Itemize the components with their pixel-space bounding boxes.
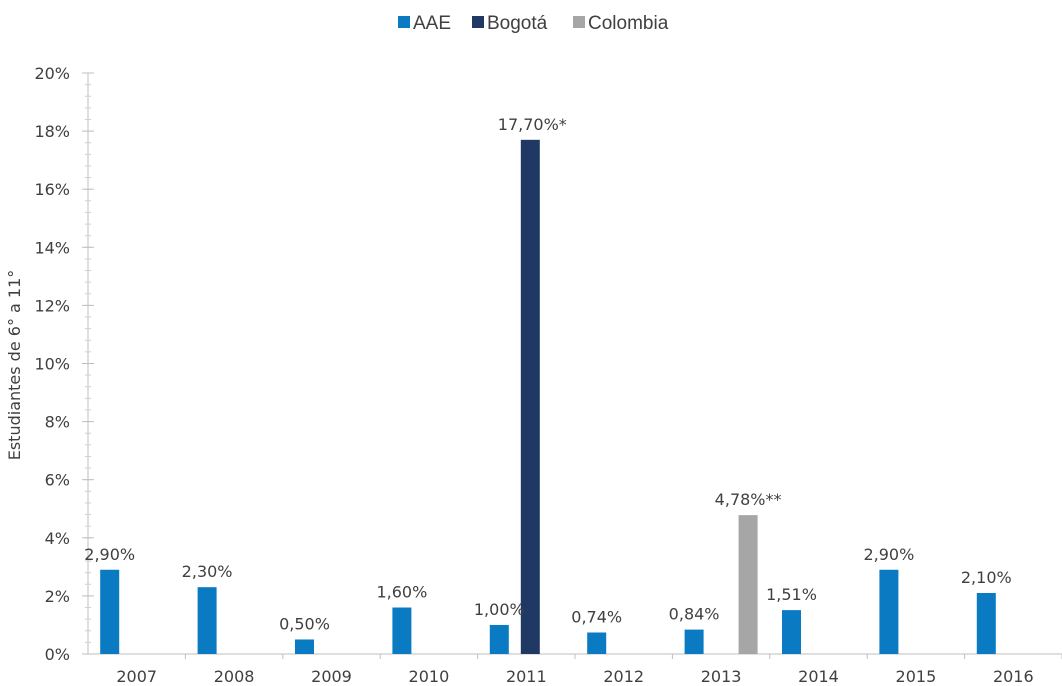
legend-label-colombia: Colombia [588,13,669,34]
y-tick-label: 12% [34,296,70,315]
data-label-aae-2014: 1,51% [766,585,817,604]
chart-axes: 0% 2% 4% 6% 8% 10% 12% 14% 16% 18% 20% 2007 2008 2009… [34,64,1062,686]
legend-swatch-bogotá [472,16,484,28]
y-tick-label: 20% [34,64,70,83]
bar-aae-2012 [587,632,607,654]
y-tick-label: 16% [34,180,70,199]
x-tick-label: 2008 [214,667,255,686]
x-tick-label: 2014 [798,667,839,686]
bar-colombia-2013 [738,515,758,654]
bar-aae-2009 [295,639,314,654]
bar-aae-2010 [392,607,412,654]
bar-bogotá-2011 [520,139,540,654]
x-tick-label: 2010 [409,667,450,686]
chart-legend: AAE Bogotá Colombia [398,13,669,34]
legend-label-bogotá: Bogotá [487,13,548,34]
x-tick-label: 2015 [896,667,937,686]
data-label-aae-2013: 0,84% [669,605,720,624]
chart-data-labels: 2,90% 2,30% 0,50% 1,60% 1,00% 0,74% 0,84% 1,51%… [84,115,1011,634]
data-label-aae-2016: 2,10% [961,568,1012,587]
bar-aae-2008 [197,587,217,654]
bar-aae-2007 [100,569,120,654]
y-tick-label: 4% [45,529,70,548]
x-tick-label: 2016 [993,667,1034,686]
y-tick-label: 0% [45,645,70,664]
data-label-aae-2010: 1,60% [376,583,427,602]
bar-aae-2014 [782,610,801,654]
data-label-colombia-2013: 4,78%** [715,490,782,509]
y-tick-label: 8% [45,413,70,432]
data-label-aae-2009: 0,50% [279,614,330,633]
data-label-aae-2007: 2,90% [84,545,135,564]
y-tick-label: 18% [34,122,70,141]
chart-bars [100,139,996,654]
x-tick-label: 2011 [506,667,547,686]
x-tick-label: 2009 [311,667,352,686]
bar-aae-2013 [684,629,704,654]
y-tick-label: 6% [45,471,70,490]
y-tick-label: 2% [45,587,70,606]
bar-aae-2015 [879,569,899,654]
x-tick-label: 2007 [116,667,157,686]
legend-swatch-aae [398,16,410,28]
data-label-aae-2015: 2,90% [863,545,914,564]
bar-aae-2016 [976,592,996,654]
y-tick-label: 10% [34,355,70,374]
y-axis-title: Estudiantes de 6° a 11° [5,270,24,461]
x-tick-label: 2012 [603,667,644,686]
data-label-aae-2011: 1,00% [474,600,525,619]
bar-aae-2011 [489,624,509,654]
x-tick-label: 2013 [701,667,742,686]
legend-label-aae: AAE [413,13,451,34]
legend-swatch-colombia [573,16,585,28]
data-label-aae-2012: 0,74% [571,608,622,627]
data-label-bogotá-2011: 17,70%* [498,115,567,134]
y-tick-label: 14% [34,238,70,257]
data-label-aae-2008: 2,30% [182,562,233,581]
